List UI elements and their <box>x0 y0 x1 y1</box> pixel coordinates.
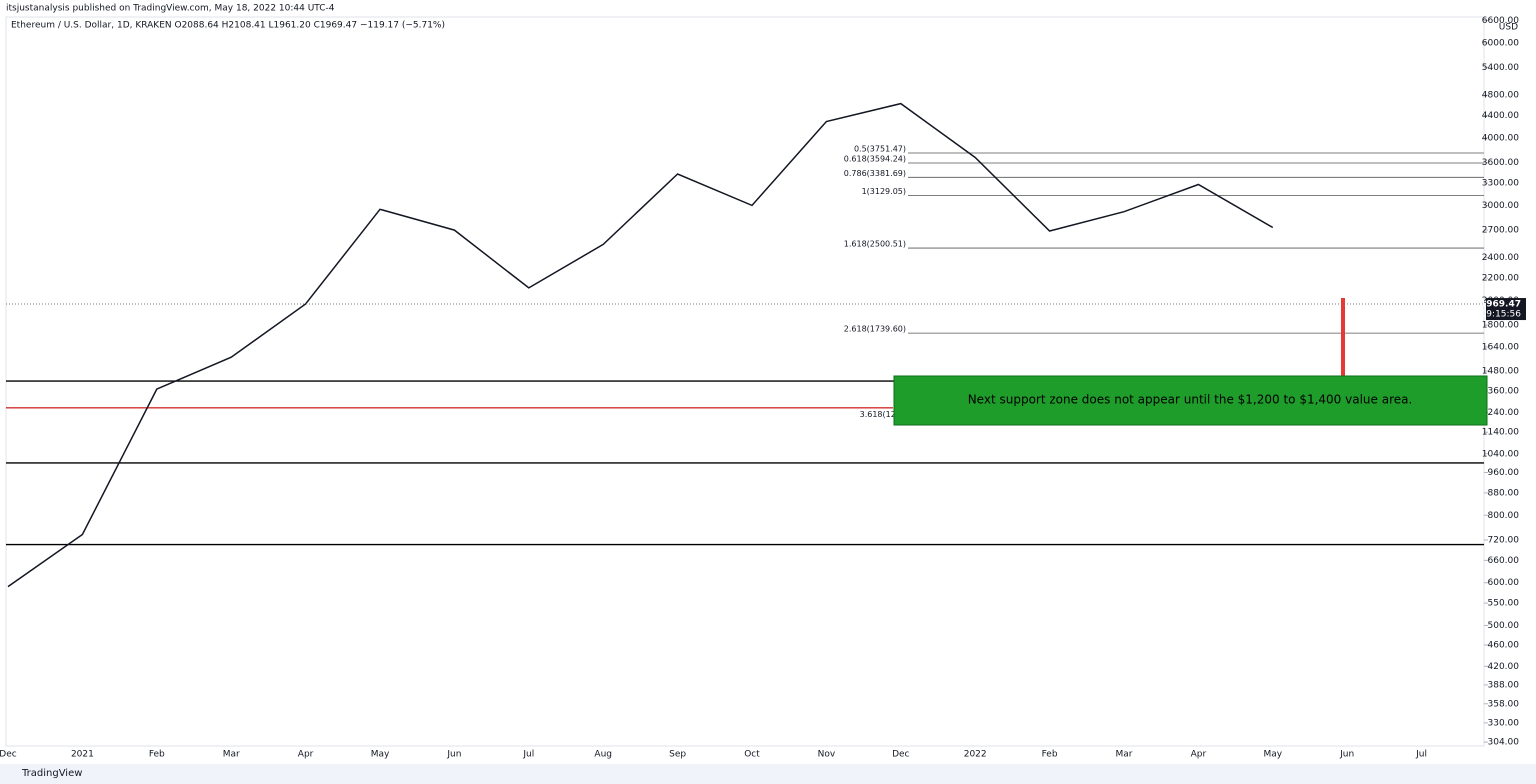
y-tick-label: 1140.00 <box>1482 428 1519 438</box>
y-tick-label: 720.00 <box>1488 535 1520 545</box>
symbol-info: Ethereum / U.S. Dollar, 1D, KRAKEN O2088… <box>11 21 445 31</box>
x-tick-label: Jul <box>1415 750 1427 760</box>
x-tick-label: Feb <box>1042 750 1058 760</box>
x-tick-label: Sep <box>669 750 686 760</box>
x-tick-label: Oct <box>744 750 760 760</box>
y-tick-label: 420.00 <box>1488 662 1520 672</box>
last-price-label: 1969.47 <box>1480 300 1521 310</box>
x-tick-label: Aug <box>594 750 612 760</box>
countdown: 09:15:56 <box>1481 310 1522 320</box>
y-tick-label: 960.00 <box>1488 468 1520 478</box>
last-price-tag <box>1486 298 1526 321</box>
x-tick-label: Apr <box>298 750 314 760</box>
y-tick-label: 2200.00 <box>1482 274 1519 284</box>
x-tick-label: 2021 <box>71 750 94 760</box>
y-tick-label: 6000.00 <box>1482 38 1519 48</box>
y-tick-label: 1040.00 <box>1482 449 1519 459</box>
price-line <box>7 102 1274 588</box>
x-tick-label: Jun <box>446 750 461 760</box>
y-tick-label: 1800.00 <box>1482 321 1519 331</box>
x-tick-label: Feb <box>149 750 165 760</box>
fib-label: 0.786(3381.69) <box>844 169 906 178</box>
fib-label: 1.618(2500.51) <box>844 240 906 249</box>
x-tick-label: Nov <box>818 750 836 760</box>
x-tick-label: Jul <box>522 750 534 760</box>
x-tick-label: Mar <box>1116 750 1133 760</box>
callout-box <box>893 375 1488 426</box>
y-tick-label: 500.00 <box>1488 621 1520 631</box>
y-tick-label: 4000.00 <box>1482 133 1519 143</box>
x-tick-label: Jun <box>1339 750 1354 760</box>
footer-bar <box>0 764 1536 784</box>
y-tick-label: 460.00 <box>1488 641 1520 651</box>
x-tick-label: Apr <box>1191 750 1207 760</box>
y-tick-label: 1480.00 <box>1482 367 1519 377</box>
y-tick-label: 800.00 <box>1488 511 1520 521</box>
brand: TradingView <box>21 768 82 779</box>
fib-label: 3.618(1210 <box>860 410 906 419</box>
publisher: itsjustanalysis published on TradingView… <box>6 4 335 14</box>
y-tick-label: 2400.00 <box>1482 253 1519 263</box>
y-tick-label: 550.00 <box>1488 599 1520 609</box>
fib-label: 2.618(1739.60) <box>844 325 906 334</box>
y-tick-label: 388.00 <box>1488 680 1520 690</box>
fib-label: 1(3129.05) <box>862 187 906 196</box>
fib-label: 0.618(3594.24) <box>844 155 906 164</box>
y-tick-label: 330.00 <box>1488 718 1520 728</box>
plot-layer: 6600.00 6000.00 5400.00 4800.00 4400.00 4000.… <box>0 16 1526 760</box>
y-tick-label: 304.00 <box>1488 738 1520 748</box>
x-tick-label: Dec <box>0 750 17 760</box>
y-tick-label: 600.00 <box>1488 578 1520 588</box>
y-tick-label: 3600.00 <box>1482 158 1519 168</box>
y-tick-label: 3300.00 <box>1482 179 1519 189</box>
callout-text: Next support zone does not appear until … <box>968 393 1413 407</box>
y-tick-label: 1640.00 <box>1482 342 1519 352</box>
y-tick-label: 358.00 <box>1488 699 1520 709</box>
y-tick-label: 3000.00 <box>1482 201 1519 211</box>
y-tick-label: 1240.00 <box>1482 408 1519 418</box>
x-tick-label: May <box>371 750 390 760</box>
y-tick-label: 2700.00 <box>1482 226 1519 236</box>
y-tick-label: 5400.00 <box>1482 63 1519 73</box>
y-tick-label: 6600.00 <box>1482 16 1519 26</box>
y-tick-label: 4800.00 <box>1482 91 1519 101</box>
x-tick-label: Dec <box>892 750 909 760</box>
unit: USD <box>1499 23 1518 33</box>
x-tick-label: Mar <box>223 750 240 760</box>
x-tick-label: 2022 <box>964 750 987 760</box>
y-tick-label: 880.00 <box>1488 488 1520 498</box>
y-tick-label: 660.00 <box>1488 556 1520 566</box>
y-tick-label: 1360.00 <box>1482 386 1519 396</box>
x-tick-label: May <box>1263 750 1282 760</box>
y-tick-label: 4400.00 <box>1482 111 1519 121</box>
fib-label: 0.5(3751.47) <box>854 144 906 153</box>
